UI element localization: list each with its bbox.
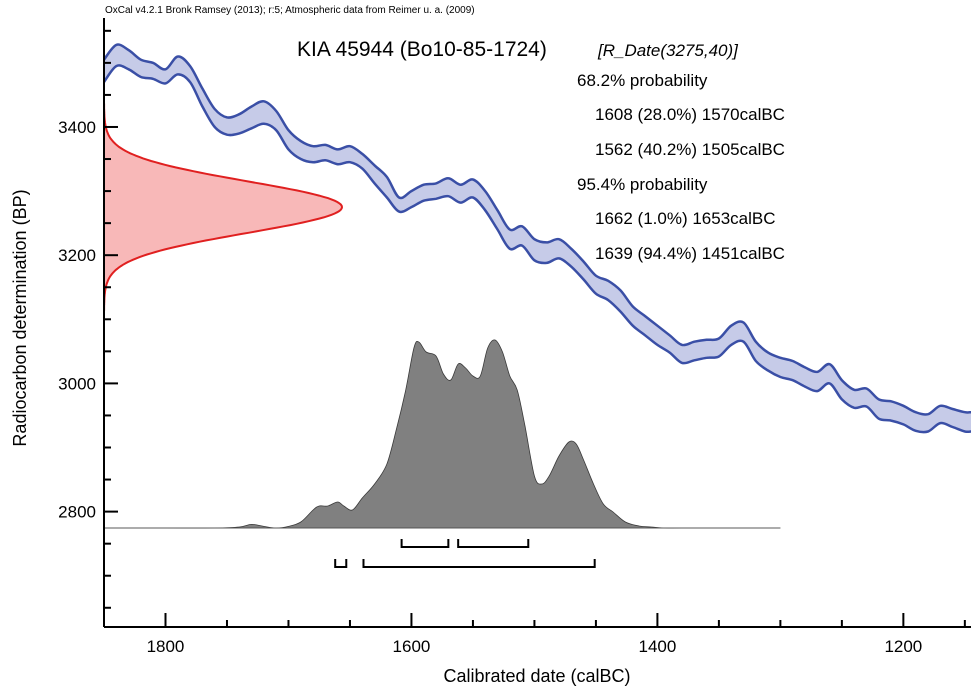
calibration-curve-band	[104, 44, 971, 433]
prob-range-68-1: 1608 (28.0%) 1570calBC	[595, 105, 785, 124]
plot-area	[104, 43, 971, 568]
range-bar-95-2	[362, 559, 596, 568]
y-axis-ticks: 3400 3200 3000 2800	[58, 29, 118, 609]
calibrated-date-distribution	[104, 339, 781, 529]
range-bar-68-1	[400, 539, 450, 548]
prob-range-68-2: 1562 (40.2%) 1505calBC	[595, 140, 785, 159]
x-tick-label: 1600	[393, 637, 431, 656]
chart-subtitle: [R_Date(3275,40)]	[597, 41, 739, 60]
x-tick-label: 1800	[147, 637, 185, 656]
range-bar-68-2	[457, 539, 530, 548]
x-tick-label: 1200	[884, 637, 922, 656]
y-tick-label: 3400	[58, 118, 96, 137]
y-tick-label: 2800	[58, 503, 96, 522]
prob-range-95-1: 1662 (1.0%) 1653calBC	[595, 209, 776, 228]
prob-label-68: 68.2% probability	[577, 71, 708, 90]
y-axis-title: Radiocarbon determination (BP)	[10, 189, 30, 446]
range-bar-95-1	[334, 559, 348, 568]
credit-line: OxCal v4.2.1 Bronk Ramsey (2013); r:5; A…	[105, 5, 475, 16]
x-tick-label: 1400	[638, 637, 676, 656]
radiocarbon-date-distribution	[104, 103, 344, 311]
x-axis-title: Calibrated date (calBC)	[443, 666, 630, 686]
calibration-curve-upper-line	[104, 43, 971, 416]
calibration-curve-lower-line	[104, 64, 971, 434]
y-tick-label: 3200	[58, 246, 96, 265]
y-tick-label: 3000	[58, 374, 96, 393]
prob-label-95: 95.4% probability	[577, 175, 708, 194]
probability-range-bars	[334, 539, 596, 568]
prob-range-95-2: 1639 (94.4%) 1451calBC	[595, 244, 785, 263]
x-axis-ticks: 1800 1600 1400 1200	[103, 613, 966, 656]
chart-title: KIA 45944 (Bo10-85-1724)	[297, 38, 547, 61]
